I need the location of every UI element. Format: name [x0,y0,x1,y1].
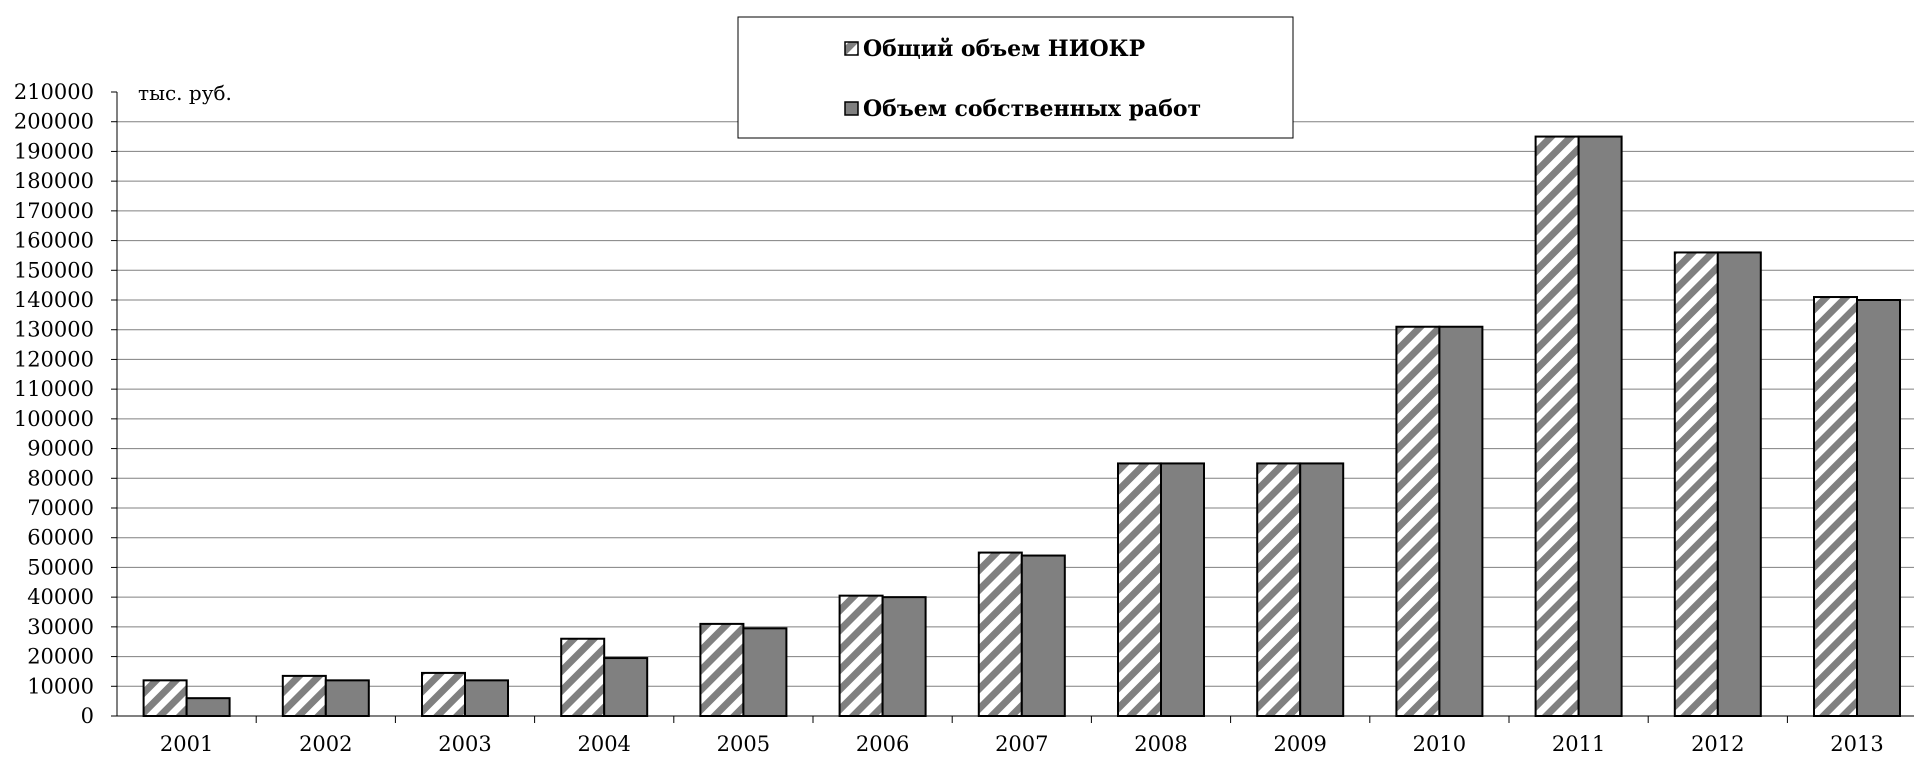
bar-total-niokr [699,622,745,718]
y-tick-label: 70000 [27,496,94,520]
x-tick-label: 2007 [995,732,1048,754]
tick-labels: 0 10000 20000 30000 40000 50000 60000 70000 8000… [14,80,1884,756]
bar-own-works [324,679,370,717]
legend-box [737,16,1294,139]
y-tick-label: 80000 [27,466,94,490]
x-tick-label: 2004 [577,732,630,754]
legend-label-own: Объем собственных работ [863,96,1201,122]
y-tick-label: 20000 [27,645,94,669]
bar-own-works [1716,251,1762,717]
y-tick-label: 100000 [14,407,94,431]
bar-own-works [185,697,231,718]
y-tick-label: 190000 [14,139,94,163]
bar-total-niokr [421,671,466,718]
bar-own-works [742,627,788,717]
y-tick-label: 140000 [14,288,94,312]
bar-total-niokr [1534,135,1580,718]
legend-label-total: Общий объем НИОКР [863,36,1145,62]
x-tick-label: 2009 [1273,732,1326,754]
y-tick-label: 0 [81,704,94,728]
bar-own-works [1160,462,1205,717]
bar-own-works [1856,299,1901,717]
y-tick-label: 30000 [27,615,94,639]
y-tick-label: 40000 [27,585,94,609]
bar-own-works [603,657,649,717]
y-tick-label: 90000 [27,437,94,461]
bars [142,135,1901,718]
y-tick-label: 150000 [14,258,94,282]
bar-total-niokr [1395,325,1441,717]
x-tick-label: 2010 [1413,732,1466,754]
y-tick-label: 210000 [14,80,94,104]
y-tick-label: 170000 [14,199,94,223]
x-tick-label: 2013 [1830,732,1883,754]
bar-own-works [1438,325,1484,717]
y-axis-unit-label: тыс. руб. [138,81,232,105]
x-tick-label: 2012 [1691,732,1744,754]
bar-total-niokr [1813,296,1858,717]
x-tick-label: 2005 [717,732,770,754]
bar-own-works [1577,135,1623,718]
x-tick-label: 2002 [299,732,352,754]
legend: Общий объем НИОКР Объем собственных рабо… [737,16,1294,139]
bar-total-niokr [560,637,606,717]
bar-total-niokr [142,679,188,717]
x-tick-label: 2011 [1552,732,1605,754]
bar-own-works [1299,462,1345,717]
bar-total-niokr [977,551,1023,717]
bar-total-niokr [281,674,327,718]
bar-total-niokr [1256,462,1302,717]
bar-total-niokr [1673,251,1719,717]
y-tick-label: 180000 [14,169,94,193]
x-tick-label: 2001 [160,732,213,754]
bar-own-works [464,679,509,717]
y-tick-label: 110000 [14,377,94,401]
y-tick-label: 120000 [14,347,94,371]
x-tick-label: 2008 [1134,732,1187,754]
bar-own-works [1020,554,1066,717]
y-tick-label: 160000 [14,229,94,253]
bar-total-niokr [838,594,884,718]
legend-swatch-hatched [844,41,859,56]
bar-own-works [881,596,927,718]
legend-swatch-solid [844,101,859,116]
y-tick-label: 130000 [14,318,94,342]
y-tick-label: 50000 [27,555,94,579]
y-tick-label: 200000 [14,110,94,134]
x-tick-label: 2006 [856,732,909,754]
y-tick-label: 60000 [27,526,94,550]
bar-total-niokr [1117,462,1162,717]
y-tick-label: 10000 [27,674,94,698]
x-tick-label: 2003 [438,732,491,754]
